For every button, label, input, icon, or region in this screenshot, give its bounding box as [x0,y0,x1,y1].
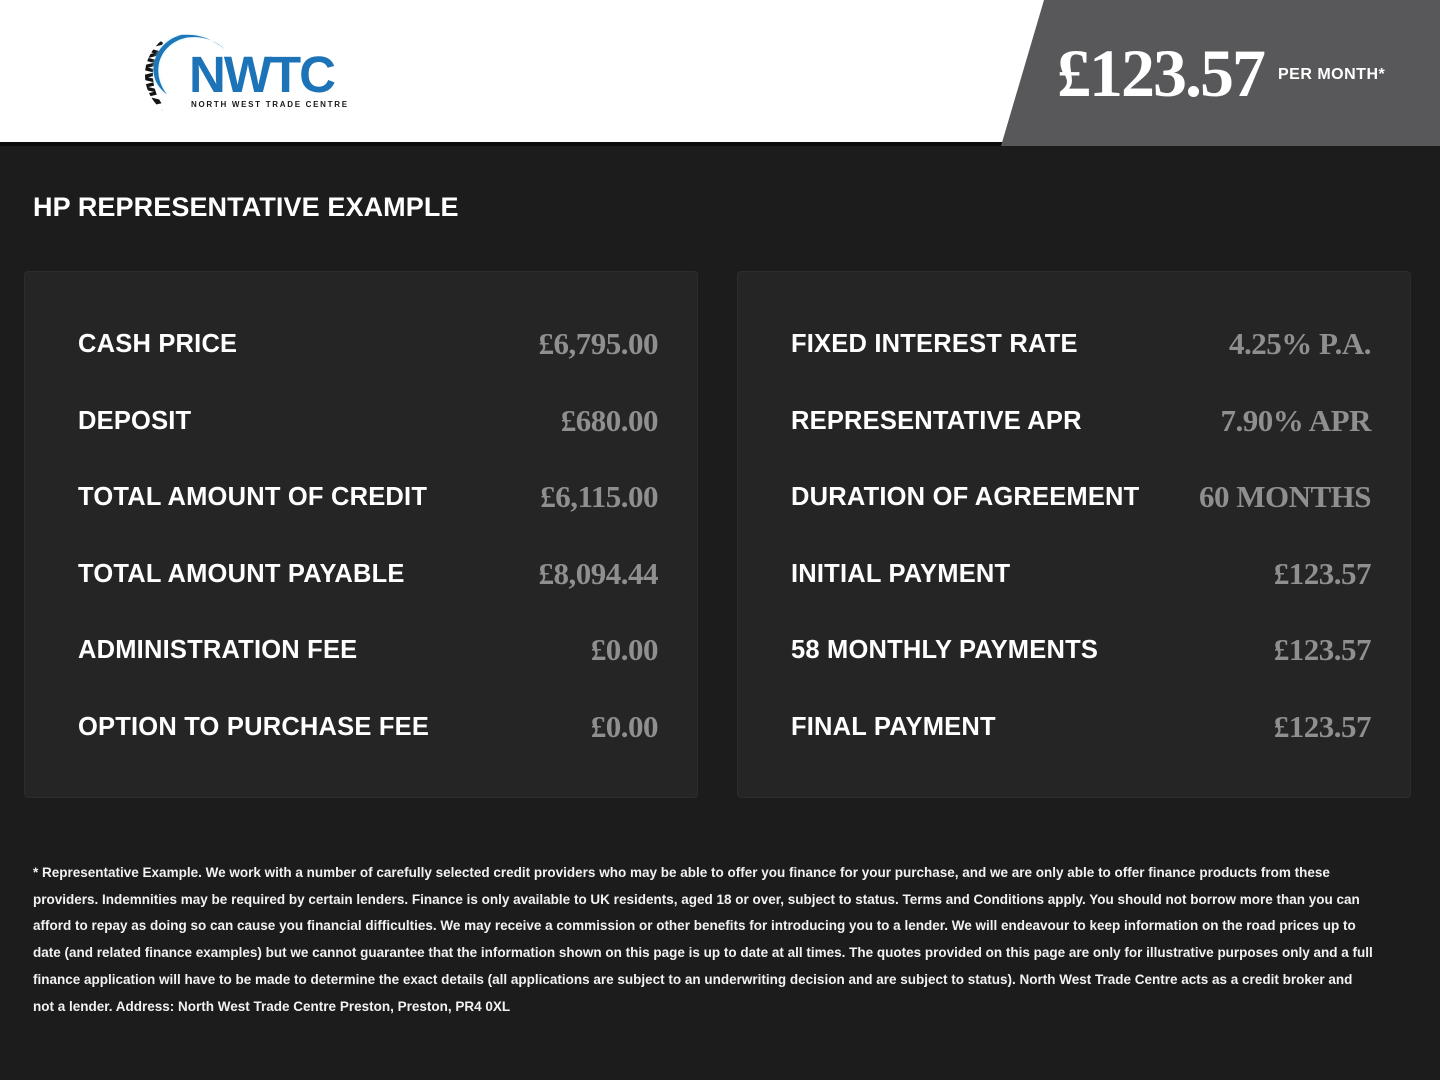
svg-text:NORTH WEST TRADE CENTRE: NORTH WEST TRADE CENTRE [191,100,349,109]
svg-text:NWTC: NWTC [189,46,335,103]
